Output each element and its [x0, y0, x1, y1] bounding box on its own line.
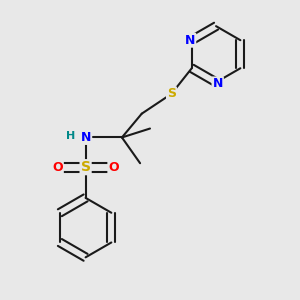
Text: O: O [52, 161, 63, 174]
Text: S: S [167, 87, 176, 101]
Text: N: N [185, 34, 195, 47]
Text: S: S [81, 160, 91, 174]
Text: H: H [66, 131, 75, 141]
Text: O: O [108, 161, 119, 174]
Text: N: N [212, 77, 223, 91]
Text: N: N [80, 131, 91, 144]
